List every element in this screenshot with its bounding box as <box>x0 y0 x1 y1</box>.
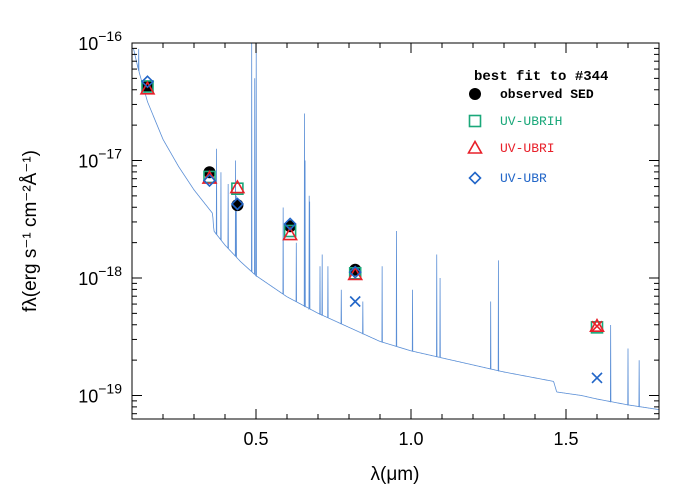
triangle-marker <box>282 226 298 241</box>
y-tick-label: 10−17 <box>78 146 122 172</box>
model-spectrum <box>133 43 659 410</box>
x-marker <box>591 320 603 332</box>
diamond-marker <box>283 217 297 231</box>
triangle-marker <box>589 318 605 332</box>
square-marker <box>590 321 604 334</box>
diamond-marker <box>202 173 217 188</box>
x-axis-label: λ(μm) <box>371 464 420 485</box>
legend-entries: observed SED UV-UBRIH UV-UBRI UV-UBR <box>467 87 594 186</box>
y-tick-label: 10−18 <box>78 263 122 289</box>
x-marker <box>349 295 361 308</box>
legend-title: best fit to #344 <box>474 69 608 85</box>
data-markers <box>139 75 605 384</box>
legend-label: UV-UBRI <box>500 141 555 156</box>
legend-triangle-symbol <box>467 139 483 154</box>
triangle-marker <box>139 80 156 95</box>
y-tick-label: 10−16 <box>78 28 122 54</box>
x-tick-label: 1.0 <box>398 429 423 449</box>
diamond-marker <box>140 75 155 89</box>
y-tick-label: 10−19 <box>78 381 122 407</box>
legend-diamond-symbol <box>468 171 482 185</box>
legend-label: UV-UBR <box>500 171 547 186</box>
model-spectrum-line <box>133 43 659 410</box>
y-axis-label: fλ(erg s⁻¹ cm⁻²Å⁻¹) <box>20 150 41 312</box>
square-marker <box>283 224 297 238</box>
diamond-marker <box>348 265 362 279</box>
legend: best fit to #344 observed SED UV-UBRIH UV-… <box>467 69 608 186</box>
triangle-marker <box>229 179 246 194</box>
x-marker <box>591 372 603 384</box>
square-marker <box>231 182 244 195</box>
x-tick-label: 1.5 <box>553 429 578 449</box>
diamond-marker <box>230 197 245 211</box>
axis-ticks: 0.5 1.0 1.5 10−16 10−17 10−18 10−19 <box>78 28 660 449</box>
plot-frame <box>131 42 660 420</box>
x-tick-label: 0.5 <box>243 429 268 449</box>
legend-label: UV-UBRIH <box>500 114 562 129</box>
circle-marker <box>284 220 297 233</box>
legend-circle-symbol <box>469 88 481 100</box>
legend-label: observed SED <box>500 87 594 102</box>
legend-square-symbol <box>468 114 482 128</box>
